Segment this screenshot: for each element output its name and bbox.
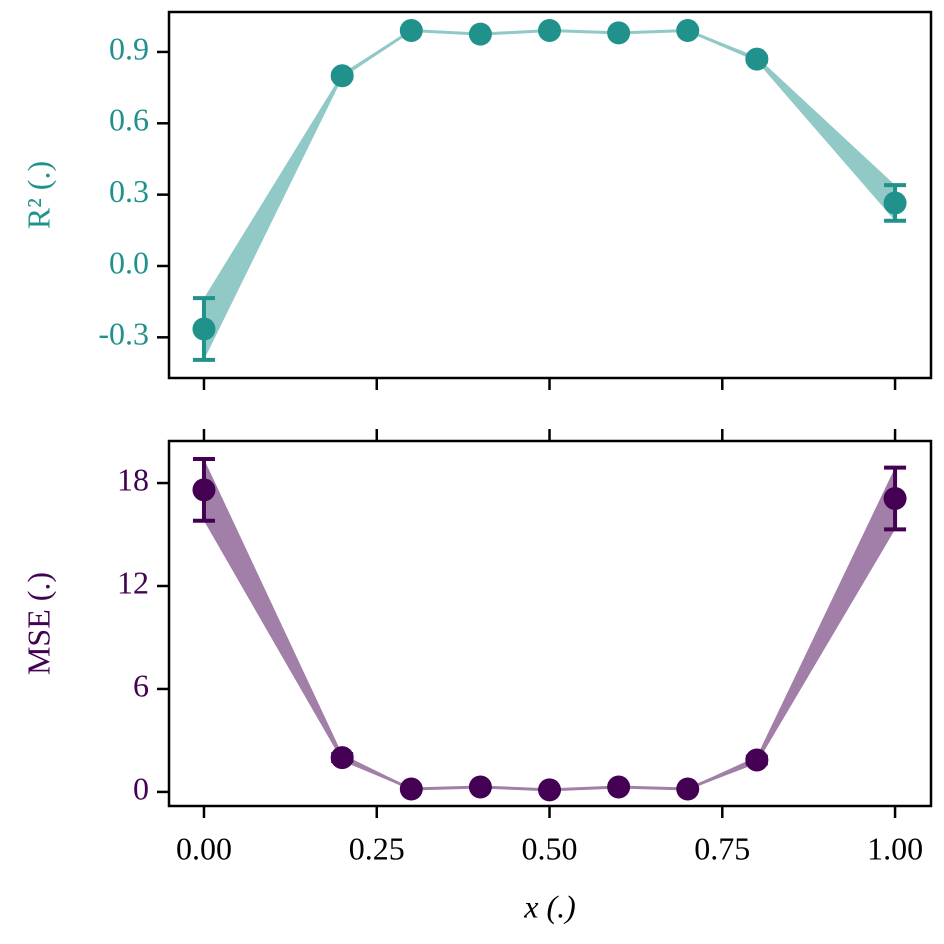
point (399, 19, 423, 43)
point (468, 775, 492, 799)
y-tick-label: -0.3 (98, 316, 149, 352)
x-tick-label: 1.00 (867, 830, 923, 866)
point (883, 486, 907, 510)
point (192, 317, 216, 341)
line (202, 29, 897, 330)
point (745, 47, 769, 71)
point (468, 22, 492, 46)
point (330, 64, 354, 88)
line (202, 489, 897, 792)
y-tick-label: 0 (133, 770, 149, 806)
point (883, 191, 907, 215)
y-tick-label: 0.0 (109, 244, 149, 280)
point (676, 19, 700, 43)
y-tick-label: 0.6 (109, 102, 149, 138)
point (538, 778, 562, 802)
point (538, 19, 562, 43)
x-tick-label: 0.50 (522, 830, 578, 866)
point (399, 777, 423, 801)
error-band (203, 459, 896, 791)
point (745, 748, 769, 772)
point (607, 21, 631, 45)
x-axis-label: x (.) (523, 888, 576, 924)
x-tick-label: 0.75 (694, 830, 750, 866)
x-tick-label: 0.00 (176, 830, 232, 866)
x-tick-label: 0.25 (349, 830, 405, 866)
point (330, 746, 354, 770)
axes-frame (167, 439, 933, 808)
y-axis-label: R² (.) (20, 161, 56, 229)
error-band (203, 29, 896, 360)
point (607, 775, 631, 799)
y-tick-label: 0.3 (109, 173, 149, 209)
point (676, 777, 700, 801)
y-tick-label: 0.9 (109, 30, 149, 66)
y-tick-label: 6 (133, 667, 149, 703)
y-tick-label: 12 (117, 564, 149, 600)
y-axis-label: MSE (.) (20, 572, 56, 675)
y-tick-label: 18 (117, 461, 149, 497)
point (192, 478, 216, 502)
